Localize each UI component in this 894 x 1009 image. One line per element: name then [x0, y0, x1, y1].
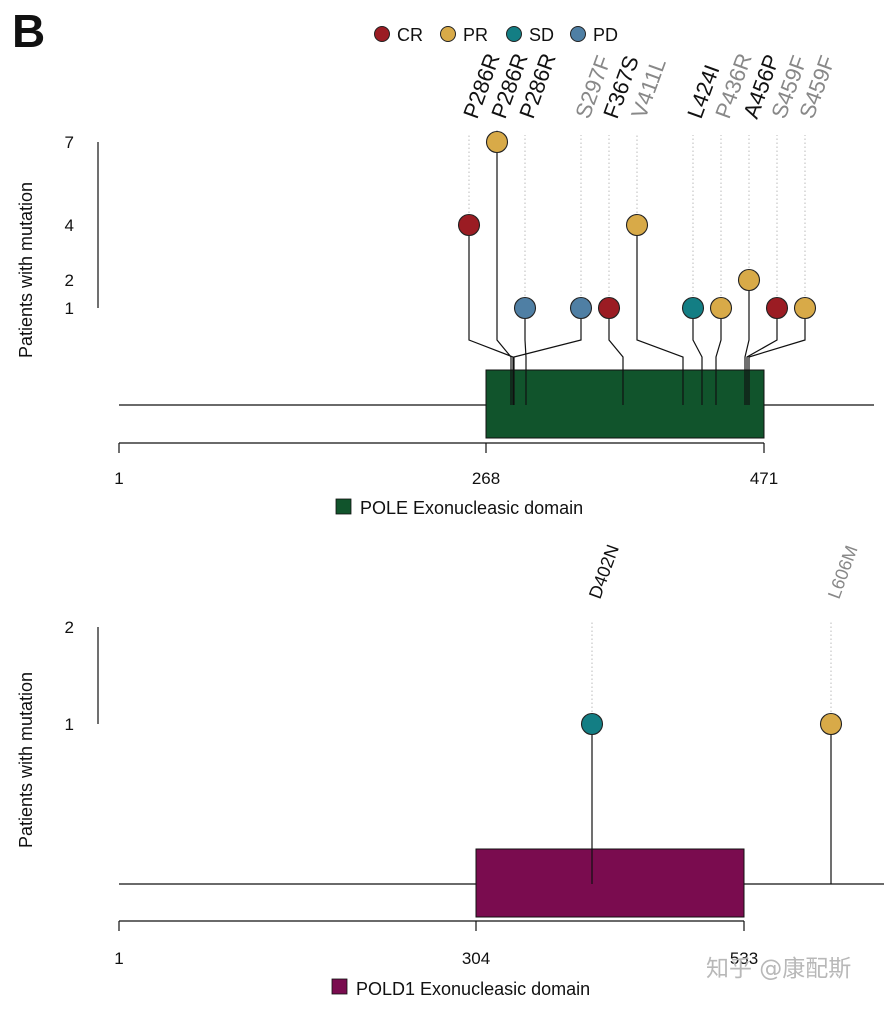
- legend-label: PR: [463, 25, 488, 45]
- mutation-stem: [468, 225, 514, 405]
- legend-swatch: [570, 26, 586, 42]
- mutation-head-cr: [765, 296, 789, 320]
- mutation-stem: [715, 308, 722, 405]
- domain-legend-label: POLE Exonucleasic domain: [360, 498, 583, 518]
- mutation-head-cr: [457, 213, 481, 237]
- legend-swatch: [374, 26, 390, 42]
- domain-box: [475, 848, 745, 918]
- position-tick-label: 268: [472, 469, 500, 488]
- domain-legend-label: POLD1 Exonucleasic domain: [356, 979, 590, 999]
- domain-legend-swatch: [335, 498, 352, 515]
- domain-box: [485, 369, 765, 439]
- panel-letter: B: [12, 5, 45, 57]
- legend-swatch: [440, 26, 456, 42]
- position-tick-label: 1: [114, 469, 123, 488]
- position-tick-label: 533: [730, 949, 758, 968]
- mutation-head-sd: [681, 296, 705, 320]
- mutation-head-pr: [625, 213, 649, 237]
- mutation-d402n: D402N: [580, 542, 623, 884]
- legend-label: CR: [397, 25, 423, 45]
- mutation-stem: [524, 308, 527, 405]
- panel-pole: 1 2 4 7 Patients with mutation 1 268 471 POLE Ex…: [16, 133, 874, 518]
- mutation-head-pd: [513, 296, 537, 320]
- mutation-stem: [692, 308, 703, 405]
- y-tick-label: 2: [65, 618, 74, 637]
- mutation-label: L606M: [824, 543, 862, 602]
- mutation-head-sd: [580, 712, 604, 736]
- mutation-head-pr: [793, 296, 817, 320]
- domain-legend-swatch: [331, 978, 348, 995]
- mutation-stem: [748, 308, 806, 405]
- mutation-stem: [744, 280, 750, 405]
- legend-swatch: [506, 26, 522, 42]
- mutation-head-pr: [485, 130, 509, 154]
- y-axis-label: Patients with mutation: [16, 672, 36, 848]
- mutation-head-cr: [597, 296, 621, 320]
- position-tick-label: 304: [462, 949, 490, 968]
- mutation-stem: [636, 225, 684, 405]
- mutation-stem: [496, 142, 512, 405]
- mutation-label: D402N: [585, 542, 623, 601]
- legend-item-pd: PD: [570, 25, 618, 45]
- mutation-stem: [746, 308, 778, 405]
- mutation-l606m: L606M: [819, 543, 862, 884]
- legend-label: SD: [529, 25, 554, 45]
- legend-item-pr: PR: [440, 25, 488, 45]
- legend-item-cr: CR: [374, 25, 423, 45]
- mutation-head-pr: [819, 712, 843, 736]
- mutation-head-pd: [569, 296, 593, 320]
- y-tick-label: 4: [65, 216, 74, 235]
- y-tick-label: 7: [65, 133, 74, 152]
- position-tick-label: 471: [750, 469, 778, 488]
- y-tick-label: 1: [65, 715, 74, 734]
- panel-pold1: 1 2 Patients with mutation 1 304 533 POLD1 Exo…: [16, 618, 884, 999]
- mutation-head-pr: [709, 296, 733, 320]
- watermark: 知乎 @康配斯: [706, 956, 852, 982]
- legend-label: PD: [593, 25, 618, 45]
- mutation-stem: [608, 308, 624, 405]
- y-tick-label: 1: [65, 299, 74, 318]
- mutation-p286r: P286R: [513, 50, 561, 405]
- mutation-head-pr: [737, 268, 761, 292]
- y-tick-label: 2: [65, 271, 74, 290]
- mutation-stem: [513, 308, 582, 405]
- y-axis-label: Patients with mutation: [16, 182, 36, 358]
- mutation-v411l: V411L: [625, 55, 684, 405]
- legend-item-sd: SD: [506, 25, 554, 45]
- position-tick-label: 1: [114, 949, 123, 968]
